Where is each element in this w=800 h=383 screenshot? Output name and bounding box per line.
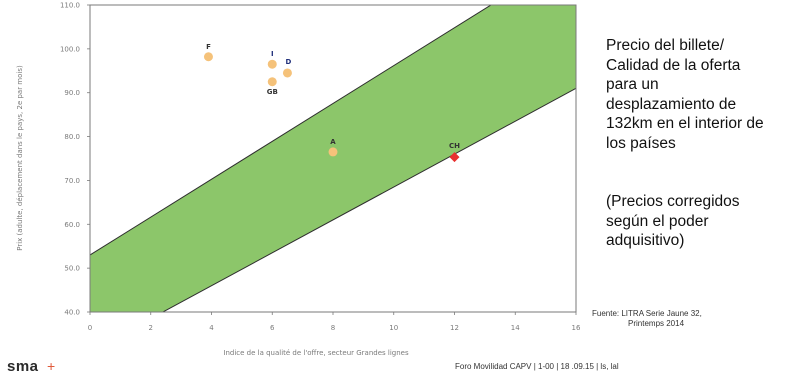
source-line: Fuente: LITRA Serie Jaune 32,	[592, 309, 702, 318]
side-note-line: adquisitivo)	[606, 232, 685, 249]
source-note: Fuente: LITRA Serie Jaune 32, Printemps …	[592, 309, 792, 329]
x-tick-label: 0	[88, 324, 92, 332]
side-title-line: para un	[606, 76, 659, 93]
side-title-line: Calidad de la oferta	[606, 56, 741, 74]
y-axis-label: Prix (adulte, déplacement dans le pays, …	[16, 65, 24, 251]
x-tick-label: 6	[270, 324, 275, 332]
x-tick-label: 12	[450, 324, 459, 332]
point-label: I	[271, 50, 274, 58]
source-line: Printemps 2014	[628, 319, 685, 328]
band-lower-line	[161, 87, 576, 312]
y-tick-label: 110.0	[60, 2, 80, 10]
side-note-line: según el poder	[606, 212, 709, 230]
y-tick-label: 50.0	[64, 265, 80, 273]
y-tick-label: 100.0	[60, 45, 80, 53]
point-marker	[449, 152, 460, 163]
plus-logo-icon: +	[47, 358, 56, 374]
x-tick-label: 16	[572, 324, 581, 332]
side-title-line: 132km en el interior de	[606, 115, 764, 132]
side-title-line: Precio del billete/	[606, 37, 725, 54]
x-tick-label: 2	[149, 324, 153, 332]
x-tick-label: 8	[331, 324, 335, 332]
x-tick-label: 14	[511, 324, 520, 332]
x-tick-label: 10	[389, 324, 398, 332]
y-tick-label: 70.0	[64, 177, 80, 185]
footer-text: Foro Movilidad CAPV | 1-00 | 18 .09.15 |…	[455, 362, 619, 371]
side-note-line: (Precios corregidos	[606, 193, 740, 210]
x-tick-label: 4	[209, 324, 214, 332]
point-marker	[267, 59, 277, 69]
side-title-line: desplazamiento de	[606, 95, 737, 113]
point-marker	[203, 52, 213, 62]
point-marker	[267, 77, 277, 87]
point-label: A	[330, 138, 336, 146]
point-label: GB	[267, 88, 278, 96]
side-title-line: los países	[606, 134, 676, 152]
point-label: D	[286, 58, 292, 66]
y-tick-label: 90.0	[64, 89, 80, 97]
x-axis-label: Indice de la qualité de l'offre, secteur…	[223, 349, 409, 357]
band-area	[90, 5, 576, 312]
band-upper-line	[90, 5, 492, 256]
price-quality-chart: 0 2 4 6 8 10 12 14 16 40.0 50.0 60.0 70.0 80.0 90.0 100…	[16, 2, 581, 358]
point-label: CH	[449, 142, 460, 150]
y-tick-label: 40.0	[64, 309, 80, 317]
y-tick-label: 80.0	[64, 133, 80, 141]
side-note: (Precios corregidos según el poder adqui…	[606, 192, 798, 251]
point-label: F	[206, 43, 211, 51]
sma-logo: sma	[7, 358, 39, 375]
point-marker	[328, 147, 338, 157]
point-marker	[282, 68, 292, 78]
y-tick-label: 60.0	[64, 221, 80, 229]
side-title: Precio del billete/ Calidad de la oferta…	[606, 36, 798, 153]
